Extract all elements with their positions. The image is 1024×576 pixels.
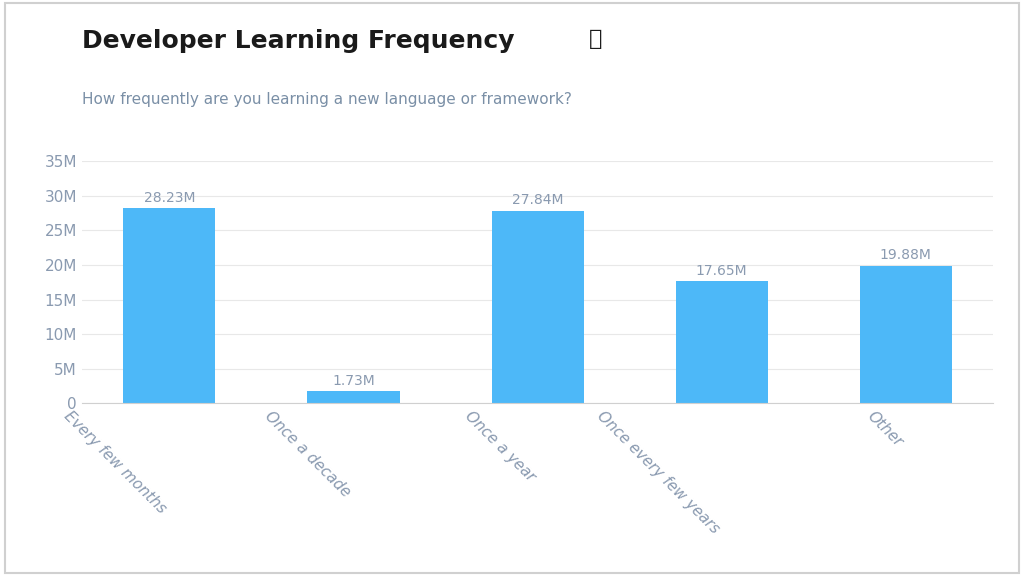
Bar [123, 208, 215, 403]
Text: 28.23M: 28.23M [143, 191, 196, 204]
Bar [492, 211, 584, 403]
Bar [676, 281, 768, 403]
Text: 17.65M: 17.65M [696, 264, 748, 278]
Text: 27.84M: 27.84M [512, 194, 563, 207]
Bar [860, 266, 952, 403]
Text: ⓘ: ⓘ [589, 29, 602, 49]
Text: How frequently are you learning a new language or framework?: How frequently are you learning a new la… [82, 92, 571, 107]
Text: 19.88M: 19.88M [880, 248, 932, 262]
Text: 1.73M: 1.73M [332, 374, 375, 388]
Text: Developer Learning Frequency: Developer Learning Frequency [82, 29, 514, 53]
Bar [307, 391, 399, 403]
